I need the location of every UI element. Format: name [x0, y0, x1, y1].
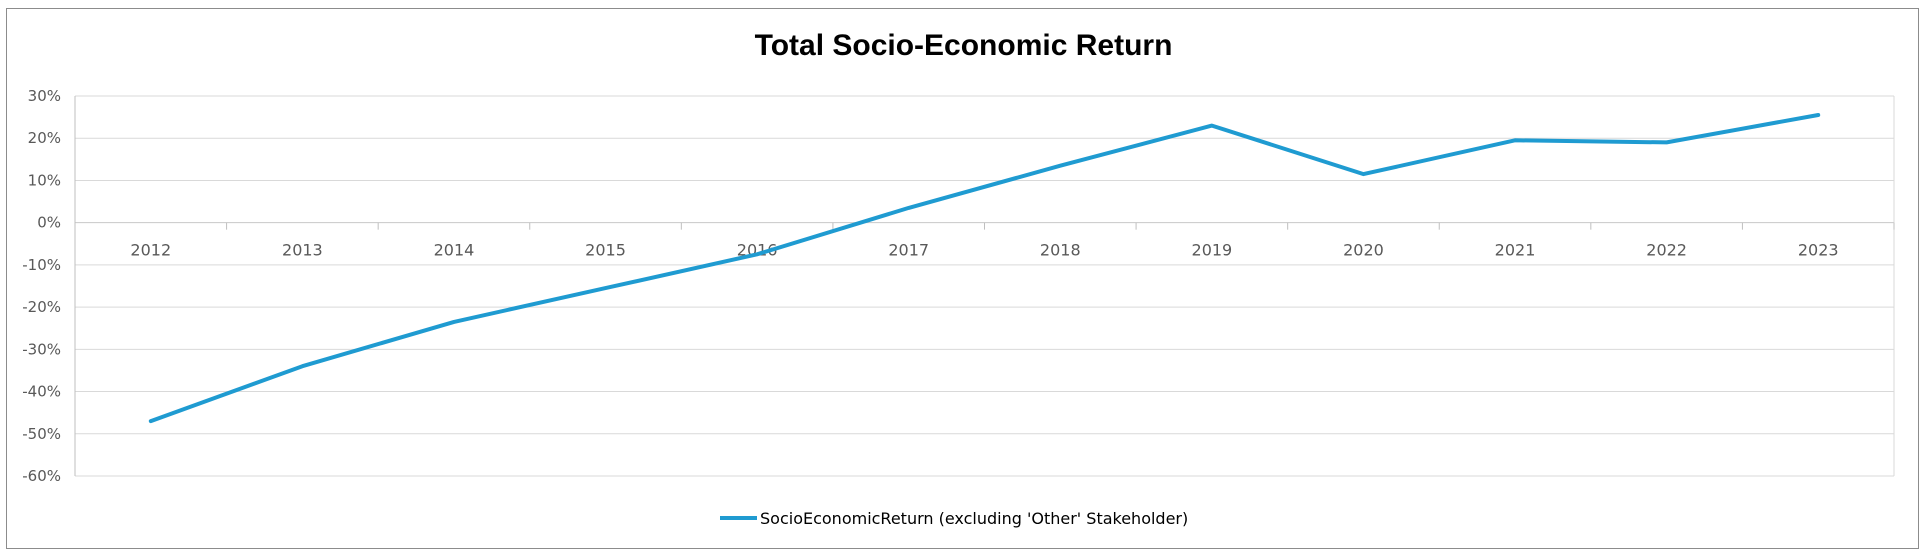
- x-tick-label: 2019: [1192, 241, 1233, 260]
- x-tick-label: 2020: [1343, 241, 1384, 260]
- x-tick-label: 2013: [282, 241, 323, 260]
- x-tick-label: 2018: [1040, 241, 1081, 260]
- y-tick-label: -10%: [22, 256, 61, 274]
- x-tick-label: 2015: [585, 241, 626, 260]
- y-tick-label: 0%: [37, 214, 61, 232]
- y-tick-label: -30%: [22, 340, 61, 358]
- y-tick-label: -60%: [22, 467, 61, 485]
- y-tick-label: -40%: [22, 383, 61, 401]
- x-tick-label: 2022: [1646, 241, 1687, 260]
- chart-title: Total Socio-Economic Return: [754, 29, 1173, 62]
- y-tick-label: 20%: [28, 129, 61, 147]
- x-tick-label: 2014: [434, 241, 475, 260]
- x-tick-label: 2017: [888, 241, 929, 260]
- y-tick-label: 30%: [28, 87, 61, 105]
- x-tick-label: 2023: [1798, 241, 1839, 260]
- x-tick-label: 2021: [1495, 241, 1536, 260]
- x-tick-label: 2012: [130, 241, 171, 260]
- y-tick-label: -50%: [22, 425, 61, 443]
- series-line: [148, 113, 1821, 424]
- y-tick-label: 10%: [28, 171, 61, 189]
- chart-frame: [6, 8, 1919, 549]
- legend-label: SocioEconomicReturn (excluding 'Other' S…: [760, 509, 1188, 528]
- y-tick-label: -20%: [22, 298, 61, 316]
